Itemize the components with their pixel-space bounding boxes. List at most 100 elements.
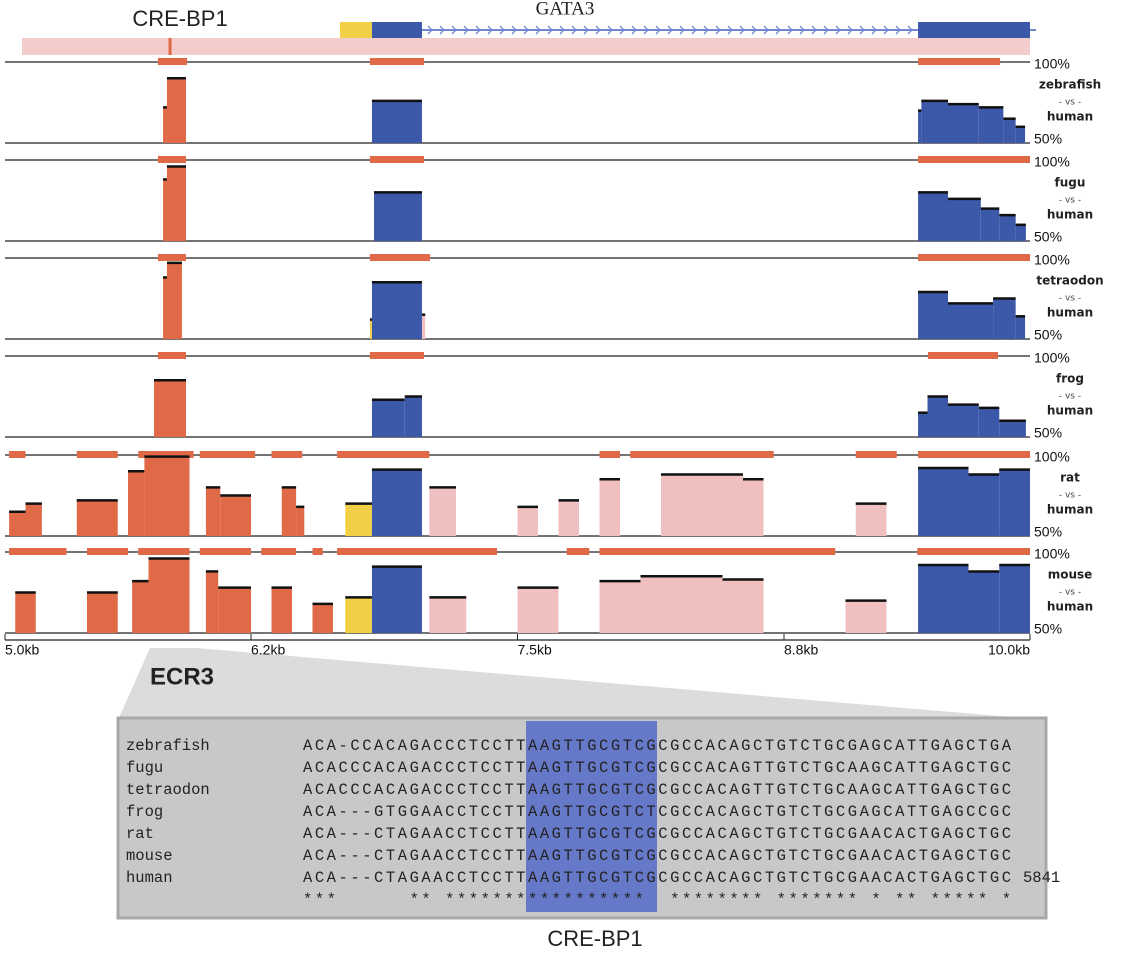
track-vs: - vs - <box>1059 588 1081 598</box>
x-tick-label: 6.2kb <box>251 642 285 658</box>
conserved-region <box>369 254 430 261</box>
conservation-block <box>218 587 251 633</box>
conservation-block <box>968 303 994 339</box>
intron-arrow <box>607 25 613 35</box>
track-reference: human <box>1047 404 1093 418</box>
conservation-block <box>132 581 149 633</box>
intron-arrow <box>679 25 685 35</box>
conserved-region <box>374 451 430 458</box>
conservation-block <box>661 474 743 536</box>
conservation-block <box>743 479 764 536</box>
conservation-block <box>429 597 467 633</box>
y-tick-label: 100% <box>1034 546 1070 562</box>
species-name: rat <box>126 825 154 843</box>
intron-arrow <box>871 25 877 35</box>
track-reference: human <box>1047 600 1093 614</box>
gene-span <box>22 38 1030 55</box>
element-label: CRE-BP1 <box>132 6 227 31</box>
conservation-block <box>855 503 887 536</box>
intron-arrow <box>511 25 517 35</box>
conservation-block <box>345 597 372 633</box>
intron-arrow <box>811 25 817 35</box>
conserved-region <box>918 58 1001 65</box>
conserved-region <box>261 548 297 555</box>
intron-arrow <box>667 25 673 35</box>
conservation-block <box>517 587 559 633</box>
track-vs: - vs - <box>1059 196 1081 206</box>
conservation-block <box>1003 118 1016 143</box>
conservation-block <box>599 581 641 633</box>
conserved-region <box>630 451 774 458</box>
x-tick-label: 8.8kb <box>784 642 818 658</box>
conserved-region <box>337 451 374 458</box>
intron-arrow <box>655 25 661 35</box>
intron-arrow <box>727 25 733 35</box>
species-name: tetraodon <box>126 781 210 799</box>
conserved-region <box>157 156 187 163</box>
intron-arrow <box>739 25 745 35</box>
intron-arrow <box>907 25 913 35</box>
conserved-region <box>917 548 1030 555</box>
conserved-region <box>927 352 999 359</box>
intron-arrow <box>463 25 469 35</box>
conserved-region <box>369 58 425 65</box>
intron-arrow <box>619 25 625 35</box>
y-tick-label: 50% <box>1034 621 1062 637</box>
conservation-block <box>205 487 221 536</box>
intron-arrow <box>895 25 901 35</box>
conserved-region <box>337 548 497 555</box>
conservation-block <box>918 110 922 143</box>
intron-arrow <box>523 25 529 35</box>
species-name: fugu <box>126 759 163 777</box>
species-name: frog <box>126 803 163 821</box>
conservation-block <box>220 495 251 536</box>
conserved-region <box>157 352 187 359</box>
conserved-region <box>9 548 67 555</box>
conservation-block <box>421 314 426 339</box>
y-tick-label: 100% <box>1034 449 1070 465</box>
conservation-block <box>371 399 405 437</box>
y-tick-label: 100% <box>1034 56 1070 72</box>
conservation-block <box>312 603 333 633</box>
conservation-block <box>128 471 145 536</box>
conservation-block <box>918 192 948 241</box>
track-reference: human <box>1047 110 1093 124</box>
y-tick-label: 100% <box>1034 350 1070 366</box>
track-species: zebrafish <box>1039 78 1101 92</box>
conservation-block <box>271 587 292 633</box>
conservation-block <box>722 579 764 633</box>
intron-arrow <box>823 25 829 35</box>
species-name: mouse <box>126 847 173 865</box>
conservation-block <box>166 262 182 339</box>
exon <box>339 22 372 38</box>
y-tick-label: 50% <box>1034 425 1062 441</box>
conservation-block <box>918 412 928 437</box>
conservation-block <box>205 571 219 633</box>
conserved-region <box>566 548 590 555</box>
track-species: frog <box>1056 372 1084 386</box>
conservation-block <box>371 566 422 633</box>
exon <box>918 22 1030 38</box>
conservation-block <box>163 179 167 241</box>
intron-arrow <box>427 25 433 35</box>
y-tick-label: 50% <box>1034 229 1062 245</box>
conservation-block <box>1015 316 1026 339</box>
conservation-block <box>968 571 1000 633</box>
conserved-region <box>157 254 187 261</box>
exon <box>371 22 422 38</box>
track-species: tetraodon <box>1036 274 1103 288</box>
conservation-block <box>374 192 422 241</box>
intron-arrow <box>559 25 565 35</box>
conservation-block <box>599 479 620 536</box>
intron-arrow <box>751 25 757 35</box>
track-vs: - vs - <box>1059 294 1081 304</box>
conservation-block <box>918 564 969 633</box>
conservation-block <box>154 380 187 437</box>
track-vs: - vs - <box>1059 98 1081 108</box>
conservation-block <box>999 215 1016 241</box>
conservation-block <box>921 100 948 143</box>
track-reference: human <box>1047 208 1093 222</box>
conserved-region <box>271 451 303 458</box>
intron-arrow <box>571 25 577 35</box>
